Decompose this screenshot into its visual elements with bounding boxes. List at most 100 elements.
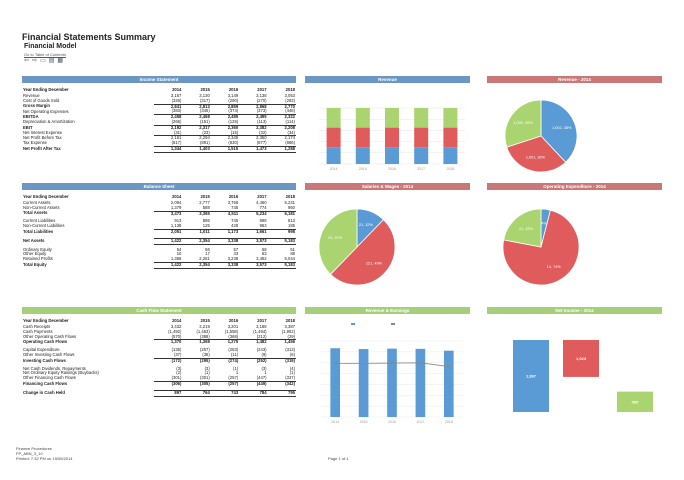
row-value: 1,288 [267, 145, 296, 153]
pie-label: 21, 12% [359, 223, 374, 227]
list-icon[interactable]: ▤ [48, 58, 55, 64]
row-label: EBIT [23, 124, 33, 130]
row-value: 5,183 [267, 237, 296, 245]
row-value: (326) [171, 97, 182, 103]
row-value: (368) [228, 333, 239, 339]
x-tick-label: 2017 [417, 167, 425, 171]
net-income-bar [563, 340, 599, 377]
row-value: 2,841 [154, 103, 183, 110]
row-value: (886) [285, 140, 295, 146]
row-value: 58 [261, 246, 267, 252]
row-value: 5,231 [284, 200, 295, 205]
revenue-bar-segment [384, 108, 400, 128]
opex-pie-header: Operating Expenditure - 2014 [487, 183, 662, 190]
pie-slice [503, 208, 542, 248]
revenue-chart: 2014 2015 2016 2017 2018 [319, 107, 465, 171]
row-value: 3,053 [284, 93, 295, 98]
x-tick-label: 2015 [360, 420, 368, 424]
row-value: 88 [290, 251, 295, 257]
footer-left: Finance Procedures FP_ABN_3_10 Printed: … [16, 446, 72, 461]
row-value: 588 [202, 204, 210, 210]
row-value: (345) [200, 108, 210, 114]
row-label: Net Profit After Tax [23, 145, 61, 151]
net-income-bar [617, 391, 653, 412]
pie-slice [540, 99, 578, 163]
x-tick-label: 2018 [447, 167, 455, 171]
row-value: (29) [287, 333, 295, 339]
row-label: Other Financing Cash Flows [23, 375, 76, 381]
revenue-bar-segment [443, 147, 458, 164]
row-label: Current Assets [23, 200, 51, 205]
row-value: (283) [285, 97, 295, 103]
revenue-bar [330, 348, 341, 417]
row-value: (1,492) [168, 328, 182, 334]
row-value: (34) [287, 129, 295, 135]
revenue-bar [358, 349, 369, 417]
salaries-pie-chart: 21, 12% 121, 49% 91, 37% [318, 208, 396, 286]
row-value: (6) [289, 351, 295, 357]
revenue-pie-header: Revenue - 2014 [487, 76, 662, 83]
row-value: 2,770 [267, 103, 296, 110]
row-value: 1,661 [239, 228, 268, 235]
row-value: 3,766 [227, 200, 239, 205]
row-value: 2,294 [182, 135, 211, 142]
row-value: (301) [171, 375, 182, 381]
row-value: 2,360 [210, 124, 240, 131]
page-title: Financial Statements Summary [22, 32, 156, 42]
revenue-bar [443, 350, 454, 417]
row-value: 1,344 [154, 145, 183, 153]
x-tick-label: 2014 [330, 167, 338, 171]
row-value: 2,094 [170, 200, 182, 205]
row-value: 3,573 [239, 237, 268, 245]
revenue-bar [387, 348, 397, 417]
forward-arrow-icon[interactable]: ⇨ [32, 58, 38, 64]
row-value: 998 [267, 228, 296, 235]
row-label: Net Cash Dividends, Repayments [23, 365, 86, 371]
back-arrow-icon[interactable]: ⇦ [24, 58, 30, 64]
table-row: Gross Margin 2,841 2,813 2,859 2,868 2,770 [22, 103, 296, 110]
row-value: (306) [154, 380, 183, 387]
revenue-bar-segment [414, 147, 429, 164]
pie-label: 1,002, 38% [552, 126, 572, 130]
row-value: (319) [267, 357, 296, 364]
pie-label: 4% [541, 222, 547, 226]
toc-link[interactable]: Go to Table of Contents [24, 52, 66, 57]
table-row: Capital Expenditure (135) (257) (263) (243) (… [22, 347, 296, 353]
row-value: 5,183 [267, 261, 296, 269]
row-value: 3,149 [227, 93, 239, 98]
table-row: Other Financing Cash Flows (301) (301) (257… [22, 375, 296, 381]
x-tick-label: 2016 [388, 167, 396, 171]
row-label: Depreciation & Amortization [23, 119, 75, 125]
row-value: 2,281 [199, 256, 210, 262]
pie-slice [506, 135, 567, 173]
year-header: 2014 [172, 318, 182, 323]
row-value: (1,463) [196, 328, 210, 334]
row-value: (817) [171, 140, 182, 146]
revenue-chart-header: Revenue [305, 76, 470, 83]
grid-icon[interactable]: ▦ [57, 58, 64, 64]
revenue-pie-chart: 1,002, 38% 1,001, 32% 1,000, 30% [504, 99, 578, 173]
row-value: 4,511 [210, 210, 240, 217]
row-value: (313) [285, 347, 295, 353]
pie-slice [329, 219, 396, 286]
row-label: Financing Cash Flows [23, 380, 68, 386]
row-value: 764 [182, 389, 211, 397]
table-row: Other Investing Cash Flows (37) (38) (11) (9… [22, 351, 296, 358]
year-header: 2016 [228, 194, 239, 199]
row-value: (3) [261, 365, 267, 371]
table-row: Total Liabilities 2,051 1,011 1,173 1,661 998 [22, 228, 296, 235]
year-header: 2015 [200, 318, 210, 323]
table-row: Change in Cash Held 897 764 743 784 795 [22, 389, 296, 397]
pie-slice [502, 209, 580, 286]
revenue-bar-segment [384, 147, 400, 164]
row-value: 1,473 [239, 145, 268, 153]
row-value: 2,192 [154, 124, 183, 131]
row-value: 2,382 [239, 124, 268, 131]
pie-label: 121, 49% [366, 261, 383, 265]
row-value: 17 [205, 251, 210, 257]
row-value: (337) [285, 375, 295, 381]
row-value: (151) [200, 118, 210, 124]
year-header: 2017 [257, 87, 267, 92]
sheet-icon[interactable]: ▭ [40, 58, 46, 64]
year-header: 2015 [200, 194, 210, 199]
